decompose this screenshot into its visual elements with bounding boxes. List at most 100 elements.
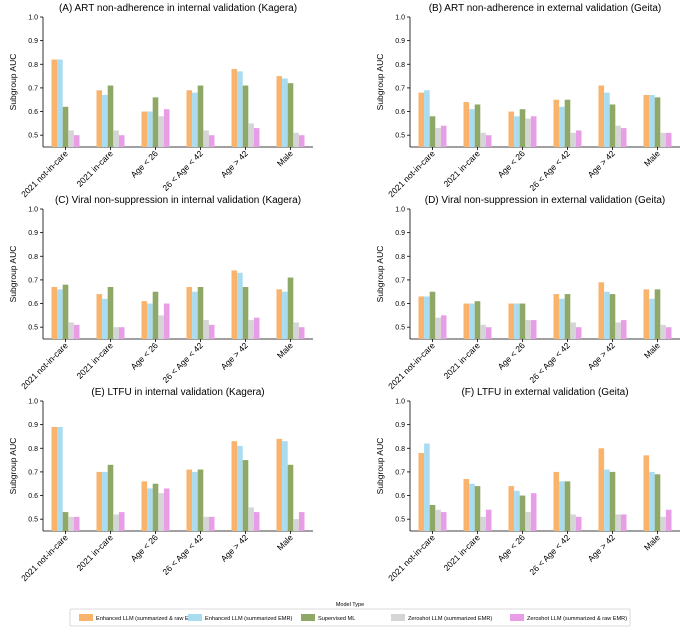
bar bbox=[665, 509, 672, 531]
bar bbox=[620, 128, 627, 147]
bar bbox=[57, 289, 63, 339]
bar bbox=[604, 291, 610, 339]
y-tick-label: 0.8 bbox=[28, 254, 38, 261]
bar bbox=[242, 460, 249, 531]
y-tick-label: 0.6 bbox=[28, 493, 38, 500]
bar bbox=[609, 471, 616, 531]
bar bbox=[553, 294, 560, 339]
y-axis-label: Subgroup AUC bbox=[375, 246, 385, 303]
bar bbox=[575, 327, 582, 339]
y-tick-label: 0.5 bbox=[28, 517, 38, 524]
bar bbox=[435, 317, 441, 339]
y-tick-label: 1.0 bbox=[28, 15, 38, 22]
bar bbox=[253, 512, 260, 531]
bar bbox=[485, 509, 492, 531]
bar bbox=[231, 441, 238, 531]
bar bbox=[73, 516, 80, 531]
bar bbox=[525, 118, 531, 147]
bar bbox=[514, 116, 520, 147]
bar bbox=[118, 512, 125, 531]
y-tick-label: 0.6 bbox=[28, 301, 38, 308]
bar bbox=[141, 111, 148, 147]
bar bbox=[508, 111, 515, 147]
bar bbox=[73, 324, 80, 339]
chart-title: (C) Viral non-suppression in internal va… bbox=[55, 195, 301, 206]
bar bbox=[293, 322, 299, 339]
bar bbox=[62, 512, 69, 531]
y-axis-label: Subgroup AUC bbox=[8, 438, 18, 495]
y-tick-label: 0.8 bbox=[28, 446, 38, 453]
bar bbox=[152, 291, 159, 339]
bar bbox=[514, 303, 520, 339]
bar bbox=[62, 106, 69, 147]
bar bbox=[643, 289, 650, 339]
bar bbox=[508, 303, 515, 339]
bar bbox=[282, 441, 288, 531]
bar bbox=[530, 320, 537, 339]
legend-title: Model Type bbox=[336, 602, 364, 608]
bar bbox=[649, 95, 655, 147]
bar bbox=[68, 516, 74, 531]
bar bbox=[113, 327, 119, 339]
y-tick-label: 1.0 bbox=[395, 207, 405, 214]
bar bbox=[604, 92, 610, 147]
y-tick-label: 0.5 bbox=[395, 133, 405, 140]
bar bbox=[575, 516, 582, 531]
y-tick-label: 0.9 bbox=[395, 230, 405, 237]
bar bbox=[424, 443, 430, 531]
bar bbox=[654, 474, 661, 531]
legend-entry-label: Zeroshot LLM (summarized & raw EMR) bbox=[527, 616, 627, 622]
bar bbox=[96, 294, 103, 339]
bar bbox=[553, 471, 560, 531]
bar bbox=[575, 130, 582, 147]
bar bbox=[293, 132, 299, 147]
bar bbox=[469, 303, 475, 339]
legend-swatch bbox=[510, 614, 524, 621]
y-tick-label: 0.7 bbox=[28, 469, 38, 476]
bar bbox=[485, 135, 492, 147]
legend-swatch bbox=[79, 614, 93, 621]
bar bbox=[118, 135, 125, 147]
legend-box bbox=[69, 608, 631, 627]
y-tick-label: 0.9 bbox=[28, 422, 38, 429]
bar bbox=[163, 109, 170, 147]
bar bbox=[519, 495, 526, 531]
bar bbox=[435, 509, 441, 531]
y-tick-label: 1.0 bbox=[395, 15, 405, 22]
bar bbox=[418, 453, 425, 531]
legend-swatch bbox=[301, 614, 315, 621]
bar bbox=[469, 109, 475, 147]
bar bbox=[158, 493, 164, 531]
bar bbox=[660, 516, 666, 531]
bar bbox=[147, 303, 153, 339]
bar bbox=[192, 92, 198, 147]
bar bbox=[237, 71, 243, 147]
bar bbox=[237, 445, 243, 531]
y-axis-label: Subgroup AUC bbox=[8, 54, 18, 111]
bar bbox=[519, 303, 526, 339]
y-tick-label: 0.7 bbox=[395, 277, 405, 284]
bar bbox=[485, 327, 492, 339]
bar bbox=[107, 85, 114, 147]
bar bbox=[208, 516, 215, 531]
bar bbox=[418, 296, 425, 339]
bar bbox=[203, 516, 209, 531]
bar bbox=[435, 128, 441, 147]
bar bbox=[298, 327, 305, 339]
y-tick-label: 0.9 bbox=[395, 422, 405, 429]
bar bbox=[186, 287, 193, 339]
y-tick-label: 0.5 bbox=[28, 133, 38, 140]
y-tick-label: 0.9 bbox=[28, 38, 38, 45]
y-tick-label: 0.6 bbox=[395, 109, 405, 116]
bar bbox=[298, 512, 305, 531]
bar bbox=[107, 287, 114, 339]
bar bbox=[276, 289, 283, 339]
bar bbox=[158, 315, 164, 339]
bar bbox=[203, 130, 209, 147]
bar bbox=[51, 287, 58, 339]
y-tick-label: 0.7 bbox=[28, 277, 38, 284]
bar bbox=[609, 294, 616, 339]
y-tick-label: 1.0 bbox=[28, 207, 38, 214]
legend-entry-label: Enhanced LLM (summarized & raw EMR) bbox=[96, 616, 199, 622]
